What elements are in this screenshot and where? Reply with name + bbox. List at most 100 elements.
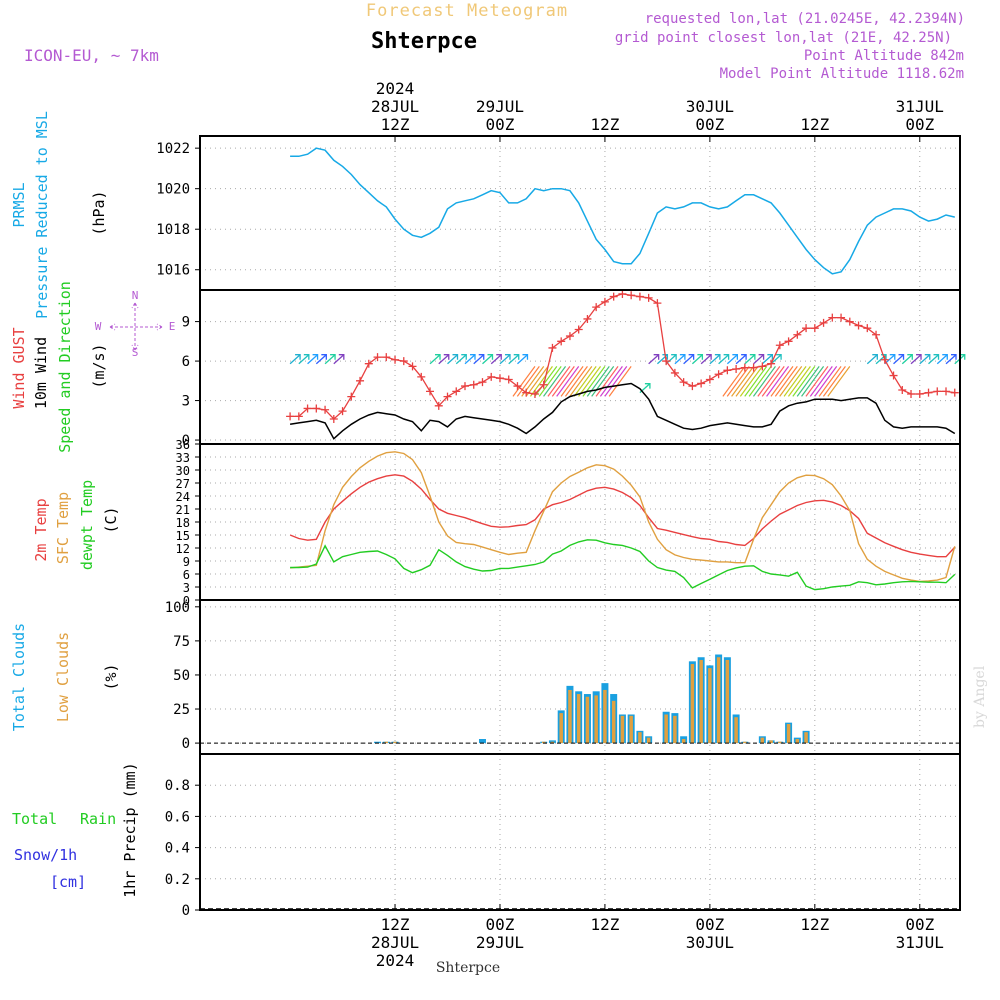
- wind-gust-marker: [609, 292, 618, 301]
- wind-barb-head: [942, 354, 948, 360]
- wind-gust-marker: [697, 379, 706, 388]
- time-label-bottom: 12Z: [590, 915, 619, 934]
- wind-gust-marker: [574, 325, 583, 334]
- compass-label: S: [132, 346, 139, 359]
- temp-label: SFC Temp: [54, 492, 72, 564]
- wind-barb: [490, 354, 502, 365]
- wind-gust-marker: [329, 414, 338, 423]
- cloud-bar-low: [743, 741, 747, 744]
- time-label-bottom: 30JUL: [686, 933, 734, 952]
- wind-barb: [683, 354, 695, 365]
- wind-hatch: [547, 365, 571, 397]
- wind-hatch: [726, 365, 750, 397]
- wind-gust-marker: [863, 324, 872, 333]
- panel-frame: [199, 753, 961, 911]
- wind-label: Wind GUST: [10, 327, 28, 408]
- wind-unit: (m/s): [90, 343, 108, 388]
- cloud-bar-low: [646, 737, 651, 744]
- wind-gust-marker: [810, 324, 819, 333]
- wind-barb: [936, 354, 948, 365]
- wind-gust-marker: [452, 387, 461, 396]
- wind-barb: [893, 354, 904, 365]
- footer-location: Shterpce: [436, 960, 500, 976]
- wind-hatch: [787, 365, 811, 397]
- gridpoint-coords: grid point closest lon,lat (21E, 42.25N): [615, 30, 952, 46]
- wind-hatch: [560, 365, 584, 397]
- cloud-bar-low: [708, 668, 712, 744]
- cloud-bar-total: [374, 741, 382, 744]
- wind-barb: [324, 354, 336, 365]
- time-label-bottom: 28JUL: [371, 933, 419, 952]
- wind-gust-marker: [907, 389, 916, 398]
- wind-barb: [289, 354, 301, 365]
- wind-gust-marker: [618, 289, 627, 298]
- panel-frame: [199, 135, 961, 291]
- y-tick-label: 0: [182, 736, 190, 752]
- wind-gust-marker: [845, 317, 854, 326]
- y-tick-label: 50: [173, 668, 190, 684]
- cloud-unit: (%): [102, 663, 120, 690]
- wind-barb: [665, 354, 677, 365]
- wind-gust-marker: [312, 404, 321, 413]
- cloud-bar-low: [594, 695, 598, 744]
- wind-barb-head: [671, 354, 677, 360]
- wind-gust-marker: [495, 374, 504, 383]
- time-label-top: 30JUL: [686, 97, 734, 116]
- y-tick-label: 9: [183, 555, 190, 569]
- wind-barb: [726, 354, 738, 365]
- wind-hatch: [805, 365, 829, 397]
- time-label-bottom: 00Z: [695, 915, 724, 934]
- y-tick-label: 25: [173, 702, 190, 718]
- wind-hatch: [766, 365, 790, 397]
- wind-barb-head: [496, 354, 502, 360]
- wind-hatch: [512, 365, 536, 397]
- cloud-bar-low: [725, 659, 730, 744]
- wind-barb: [753, 354, 765, 365]
- cloud-bar-low: [673, 715, 677, 744]
- wind-gust-marker: [933, 387, 942, 396]
- time-label-top: 12Z: [381, 115, 410, 134]
- compass-label: N: [132, 289, 139, 302]
- wind-hatch: [748, 365, 772, 397]
- pressure-unit: (hPa): [90, 190, 108, 235]
- cloud-bar-low: [699, 659, 703, 744]
- wind-barb-head: [741, 354, 747, 360]
- wind-barb: [919, 354, 931, 365]
- cloud-bar-low: [559, 713, 563, 744]
- wind-gust-marker: [758, 362, 767, 371]
- wind-barb: [718, 354, 730, 365]
- wind-gust-marker: [321, 405, 330, 414]
- wind-barb-head: [688, 354, 695, 360]
- wind-barb-head: [478, 354, 485, 360]
- wind-gust-marker: [434, 401, 443, 410]
- wind-barb: [464, 354, 476, 365]
- wind-gust-marker: [600, 297, 609, 306]
- y-tick-label: 0: [182, 433, 190, 449]
- wind-barb-head: [644, 383, 651, 389]
- wind-hatch: [783, 365, 807, 397]
- wind-gust-marker: [679, 378, 688, 387]
- wind-barb-head: [330, 354, 336, 360]
- wind-barb: [691, 354, 703, 365]
- wind-gust-marker: [740, 363, 749, 372]
- wind-gust-marker: [513, 382, 522, 391]
- cloud-label: Low Clouds: [54, 632, 72, 722]
- y-tick-label: 0: [182, 903, 190, 919]
- cloud-bar-low: [804, 732, 808, 744]
- time-label-bottom: 12Z: [381, 915, 410, 934]
- wind-gust-marker: [522, 388, 531, 397]
- wind-gust-marker: [793, 330, 802, 339]
- wind-gust-marker: [347, 392, 356, 401]
- wind-barb: [508, 354, 520, 365]
- y-tick-label: 15: [176, 529, 190, 543]
- wind-hatch: [529, 365, 553, 397]
- wind-barb: [901, 354, 913, 365]
- y-tick-label: 1016: [156, 263, 190, 279]
- wind-hatch: [556, 365, 580, 397]
- wind-gust-marker: [583, 314, 592, 323]
- chart-title: Forecast Meteogram: [366, 1, 568, 21]
- y-tick-label: 36: [176, 438, 190, 452]
- wind-barb-head: [749, 354, 756, 360]
- wind-hatch: [752, 365, 776, 397]
- wind-gust-marker: [662, 357, 671, 366]
